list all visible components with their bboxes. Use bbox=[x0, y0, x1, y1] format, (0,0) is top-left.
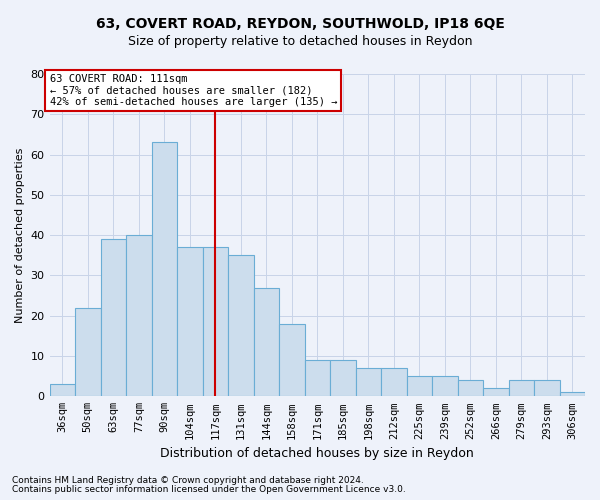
Bar bbox=[407, 376, 432, 396]
Bar bbox=[509, 380, 534, 396]
Bar bbox=[254, 288, 279, 397]
X-axis label: Distribution of detached houses by size in Reydon: Distribution of detached houses by size … bbox=[160, 447, 474, 460]
Bar bbox=[330, 360, 356, 397]
Bar bbox=[356, 368, 381, 396]
Bar bbox=[126, 235, 152, 396]
Bar bbox=[560, 392, 585, 396]
Bar bbox=[75, 308, 101, 396]
Text: 63 COVERT ROAD: 111sqm
← 57% of detached houses are smaller (182)
42% of semi-de: 63 COVERT ROAD: 111sqm ← 57% of detached… bbox=[50, 74, 337, 107]
Bar bbox=[101, 239, 126, 396]
Bar bbox=[534, 380, 560, 396]
Text: Contains public sector information licensed under the Open Government Licence v3: Contains public sector information licen… bbox=[12, 485, 406, 494]
Bar bbox=[483, 388, 509, 396]
Bar bbox=[228, 256, 254, 396]
Text: Size of property relative to detached houses in Reydon: Size of property relative to detached ho… bbox=[128, 35, 472, 48]
Text: Contains HM Land Registry data © Crown copyright and database right 2024.: Contains HM Land Registry data © Crown c… bbox=[12, 476, 364, 485]
Bar bbox=[432, 376, 458, 396]
Y-axis label: Number of detached properties: Number of detached properties bbox=[15, 148, 25, 323]
Bar bbox=[152, 142, 177, 396]
Bar bbox=[203, 247, 228, 396]
Text: 63, COVERT ROAD, REYDON, SOUTHWOLD, IP18 6QE: 63, COVERT ROAD, REYDON, SOUTHWOLD, IP18… bbox=[95, 18, 505, 32]
Bar bbox=[279, 324, 305, 396]
Bar bbox=[458, 380, 483, 396]
Bar bbox=[50, 384, 75, 396]
Bar bbox=[381, 368, 407, 396]
Bar bbox=[177, 247, 203, 396]
Bar bbox=[305, 360, 330, 397]
